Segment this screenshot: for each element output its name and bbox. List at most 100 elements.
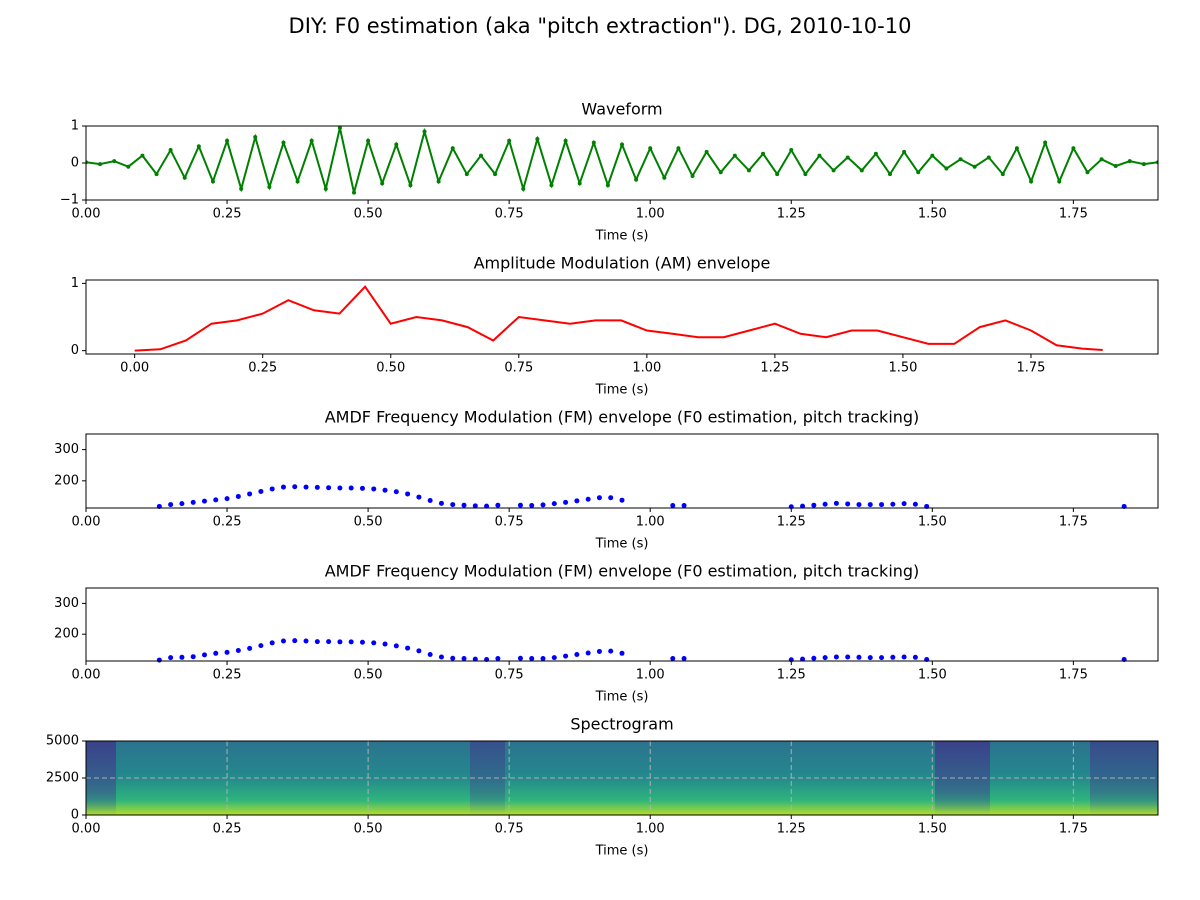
x-tick-label: 0.25 — [248, 361, 277, 376]
spectrogram-image — [86, 741, 1158, 815]
data-point — [845, 155, 850, 160]
data-point — [540, 502, 546, 508]
data-point — [126, 164, 131, 169]
figure-title: DIY: F0 estimation (aka "pitch extractio… — [289, 14, 912, 38]
data-point — [461, 656, 467, 662]
data-point — [1127, 159, 1132, 164]
data-point — [873, 151, 878, 156]
data-point — [1029, 179, 1034, 184]
data-point — [326, 639, 332, 645]
x-tick-label: 1.50 — [888, 361, 917, 376]
data-point — [1113, 163, 1118, 168]
data-point — [495, 502, 501, 508]
data-point — [337, 639, 343, 645]
axes: AMDF Frequency Modulation (FM) envelope … — [54, 562, 1159, 705]
data-point — [690, 173, 695, 178]
data-point — [1085, 170, 1090, 175]
data-point — [746, 168, 751, 173]
data-point — [856, 654, 862, 660]
data-point — [822, 501, 828, 507]
data-point — [436, 179, 441, 184]
data-point — [591, 140, 596, 145]
data-point — [371, 486, 377, 492]
x-tick-label: 1.25 — [777, 822, 806, 837]
axes-title: Spectrogram — [570, 715, 673, 734]
x-tick-label: 1.25 — [760, 361, 789, 376]
data-point — [811, 655, 817, 661]
data-point — [416, 494, 422, 500]
data-point — [563, 653, 569, 659]
data-point — [348, 639, 354, 645]
data-point — [405, 491, 411, 497]
data-point — [549, 183, 554, 188]
data-point — [239, 186, 244, 191]
data-point — [450, 502, 456, 508]
x-tick-label: 0.25 — [213, 668, 242, 683]
x-axis-label: Time (s) — [595, 690, 649, 705]
data-point — [253, 135, 258, 140]
plot-area — [86, 125, 1158, 195]
data-point — [179, 501, 185, 507]
x-tick-label: 0.75 — [495, 207, 524, 222]
x-tick-label: 0.50 — [354, 822, 383, 837]
x-tick-label: 1.75 — [1059, 668, 1088, 683]
data-point — [563, 138, 568, 143]
x-tick-label: 0.75 — [504, 361, 533, 376]
data-point — [521, 186, 526, 191]
x-tick-label: 1.00 — [636, 668, 665, 683]
data-point — [352, 190, 356, 195]
data-point — [427, 498, 433, 504]
data-point — [478, 153, 483, 158]
data-point — [493, 172, 498, 177]
data-point — [196, 144, 201, 149]
data-point — [472, 503, 478, 509]
data-point — [179, 654, 185, 660]
data-point — [879, 655, 885, 661]
axes: Spectrogram Time (s) 0.00 0.25 0.50 0.75 1.00 1… — [46, 715, 1159, 859]
x-tick-label: 0.00 — [120, 361, 149, 376]
x-axis-label: Time (s) — [595, 844, 649, 859]
y-tick-label: 1 — [71, 276, 79, 291]
data-point — [800, 656, 806, 662]
x-tick-label: 1.25 — [777, 515, 806, 530]
axes-frame — [85, 740, 1159, 816]
data-point — [201, 652, 207, 658]
data-point — [1014, 146, 1019, 151]
data-point — [788, 504, 794, 510]
data-point — [210, 179, 215, 184]
data-point — [393, 643, 399, 649]
data-point — [1141, 162, 1146, 167]
data-point — [986, 155, 991, 160]
data-point — [890, 654, 896, 660]
data-point — [577, 181, 582, 186]
x-tick-label: 0.50 — [376, 361, 405, 376]
data-point — [912, 501, 918, 507]
data-point — [258, 643, 264, 649]
data-point — [958, 157, 963, 162]
data-point — [817, 153, 822, 158]
data-point — [867, 502, 873, 508]
data-line — [134, 285, 1103, 352]
x-tick-label: 0.00 — [72, 822, 101, 837]
data-point — [156, 657, 162, 663]
x-axis-label: Time (s) — [595, 229, 649, 244]
x-tick-label: 0.00 — [72, 668, 101, 683]
data-point — [833, 654, 839, 660]
data-point — [676, 146, 681, 151]
y-tick-label: 5000 — [46, 734, 79, 749]
plot-area — [156, 484, 1127, 510]
x-tick-label: 1.00 — [636, 822, 665, 837]
data-point — [112, 159, 117, 164]
data-point — [269, 640, 275, 646]
data-point — [529, 656, 535, 662]
data-point — [620, 142, 624, 147]
axes: Amplitude Modulation (AM) envelope Time (… — [71, 254, 1159, 398]
x-tick-label: 0.00 — [72, 207, 101, 222]
data-point — [190, 499, 196, 505]
data-point — [761, 151, 766, 156]
data-point — [303, 484, 309, 490]
data-point — [879, 502, 885, 508]
data-point — [450, 655, 456, 661]
data-point — [182, 175, 187, 180]
